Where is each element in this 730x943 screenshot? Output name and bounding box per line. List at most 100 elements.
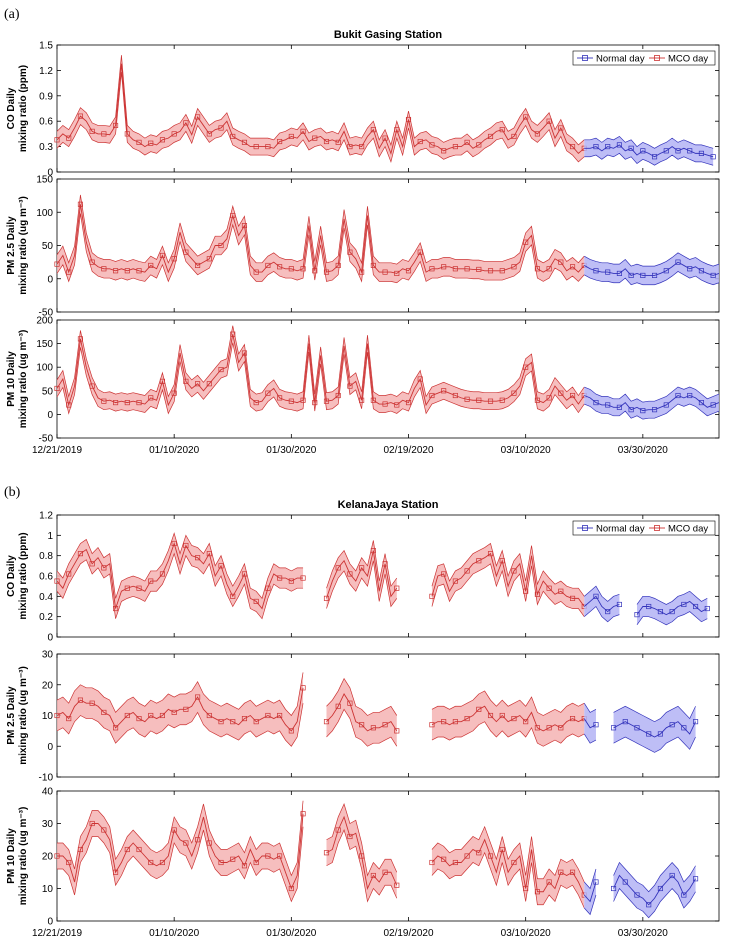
mco-data-point: [277, 395, 283, 401]
mco-data-point: [300, 685, 306, 691]
x-tick-label: 01/10/2020: [149, 928, 199, 939]
normal-data-point: [605, 402, 611, 408]
normal-data-point: [616, 601, 622, 608]
mco-data-point: [476, 397, 482, 403]
mco-data-point: [523, 719, 529, 725]
mco-data-point: [464, 716, 470, 722]
mco-data-point: [335, 392, 341, 399]
mco-band-upper: [56, 194, 585, 265]
mco-data-point: [558, 588, 564, 594]
mco-data-point: [195, 837, 201, 843]
normal-band-upper: [613, 861, 696, 893]
mco-data-point: [511, 859, 517, 866]
mco-data-point: [441, 719, 447, 725]
y-tick-label: 1.2: [39, 66, 53, 77]
mco-data-point: [534, 266, 540, 272]
normal-data-point: [605, 609, 611, 615]
mco-data-point: [195, 555, 201, 561]
mco-data-point: [159, 712, 166, 719]
y-tick-label: 150: [36, 175, 53, 186]
legend-mco-label: MCO day: [668, 54, 708, 65]
mco-data-point: [288, 398, 294, 404]
mco-data-point: [312, 400, 318, 406]
legend: Normal day MCO day: [572, 520, 716, 536]
normal-data-point: [610, 725, 617, 731]
mco-data-point: [101, 565, 107, 571]
mco-data-point: [464, 853, 470, 859]
normal-band-upper: [584, 252, 720, 267]
chart-panel-4: KelanaJaya Station 0 0.2 0.4 0.6 0.8 1 1.2 CO Da…: [6, 499, 720, 644]
mco-data-point: [347, 249, 353, 255]
mco-data-point: [265, 712, 271, 719]
normal-data-point: [628, 407, 634, 413]
normal-data-point: [675, 392, 681, 399]
mco-data-point: [89, 259, 95, 265]
mco-data-point: [523, 364, 529, 370]
mco-data-point: [253, 859, 259, 866]
mco-data-point: [300, 575, 306, 581]
mco-data-point: [54, 385, 60, 391]
normal-data-point: [693, 719, 699, 725]
mco-data-point: [370, 262, 376, 269]
mco-uncertainty-band: [57, 55, 585, 162]
mco-data-point: [452, 859, 458, 866]
mco-data-point: [323, 719, 330, 725]
mco-data-point: [288, 728, 294, 734]
mco-data-point: [218, 242, 224, 249]
mco-data-point: [499, 712, 505, 719]
normal-data-point: [622, 879, 628, 885]
mco-data-point: [323, 398, 330, 404]
mco-data-point: [569, 869, 576, 875]
mco-data-point: [253, 719, 259, 725]
axes-frame: [56, 178, 720, 313]
mco-band-lower: [56, 552, 304, 620]
normal-data-point: [640, 272, 646, 278]
mco-data-point: [241, 223, 248, 229]
normal-data-point: [710, 272, 716, 278]
normal-data-point: [605, 269, 611, 275]
normal-data-point: [687, 266, 693, 272]
mco-data-point: [569, 595, 576, 601]
mco-data-point: [464, 568, 470, 574]
x-tick-label: 02/19/2020: [383, 445, 433, 456]
mco-data-point: [89, 820, 95, 827]
mco-data-point: [195, 694, 201, 700]
legend-normal-marker: [582, 525, 588, 531]
mco-data-point: [148, 262, 154, 269]
mco-data-point: [66, 716, 72, 722]
mco-data-point: [89, 383, 95, 389]
normal-data-point: [681, 892, 687, 898]
normal-data-point: [622, 719, 628, 725]
normal-data-point: [693, 603, 699, 610]
normal-band-upper: [583, 868, 597, 890]
mco-band-upper: [326, 540, 398, 589]
mco-data-point: [335, 262, 341, 269]
mco-data-point: [382, 722, 388, 728]
y-axis-label: mixing ratio (ug m⁻³): [18, 196, 29, 295]
y-tick-label: 50: [42, 241, 54, 252]
mco-data-point: [124, 131, 130, 137]
mco-data-point: [241, 139, 248, 145]
mco-data-point: [569, 144, 576, 150]
mco-data-point: [359, 144, 365, 150]
mco-data-point: [382, 269, 388, 275]
mco-data-point: [441, 264, 447, 270]
mco-data-point: [101, 398, 107, 404]
mco-data-point: [206, 551, 212, 557]
mco-data-point: [429, 722, 435, 728]
mco-data-point: [66, 269, 72, 275]
y-tick-label: 10: [42, 884, 54, 895]
mco-data-point: [206, 840, 212, 846]
mco-data-point: [323, 595, 330, 601]
legend-mco-marker: [654, 525, 660, 531]
normal-band-upper: [583, 703, 597, 713]
y-tick-label: -50: [39, 434, 54, 445]
mco-band-upper: [57, 800, 304, 877]
legend-box: [572, 520, 716, 536]
y-tick-label: 1.5: [39, 41, 53, 52]
mco-data-point: [183, 378, 189, 384]
x-tick-label: 01/10/2020: [149, 445, 199, 456]
mco-data-point: [206, 131, 212, 137]
mco-data-point: [241, 571, 248, 577]
mco-data-point: [511, 716, 517, 722]
